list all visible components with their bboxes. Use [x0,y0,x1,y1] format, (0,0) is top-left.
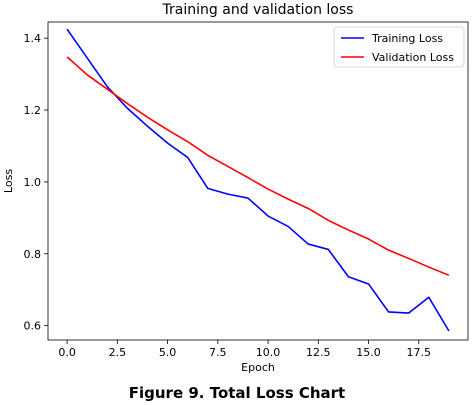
x-tick-label: 0.0 [58,346,76,359]
legend [333,26,465,68]
chart-title: Training and validation loss [162,2,354,18]
legend-label: Training Loss [371,32,443,45]
y-tick-label: 1.0 [24,176,42,189]
x-tick-label: 2.5 [109,346,127,359]
y-tick-label: 0.6 [24,320,42,333]
x-tick-label: 17.5 [407,346,432,359]
y-tick-label: 1.2 [24,104,42,117]
x-axis-label: Epoch [241,361,275,374]
series-line-training-loss [66,28,450,332]
loss-chart: Training and validation loss 0.0 2.5 5.0 7.5… [2,2,469,374]
x-tick-label: 15.0 [356,346,381,359]
x-tick-label: 5.0 [159,346,177,359]
plot-frame [47,21,469,341]
x-tick-label: 12.5 [306,346,331,359]
y-tick-label: 1.4 [24,32,42,45]
y-tick-label: 0.8 [24,248,42,261]
y-axis-label: Loss [2,169,15,193]
series-line-validation-loss [66,56,450,277]
x-tick-label: 10.0 [256,346,281,359]
x-tick-label: 7.5 [209,346,227,359]
figure-caption: Figure 9. Total Loss Chart [128,384,346,402]
legend-label: Validation Loss [372,51,454,64]
